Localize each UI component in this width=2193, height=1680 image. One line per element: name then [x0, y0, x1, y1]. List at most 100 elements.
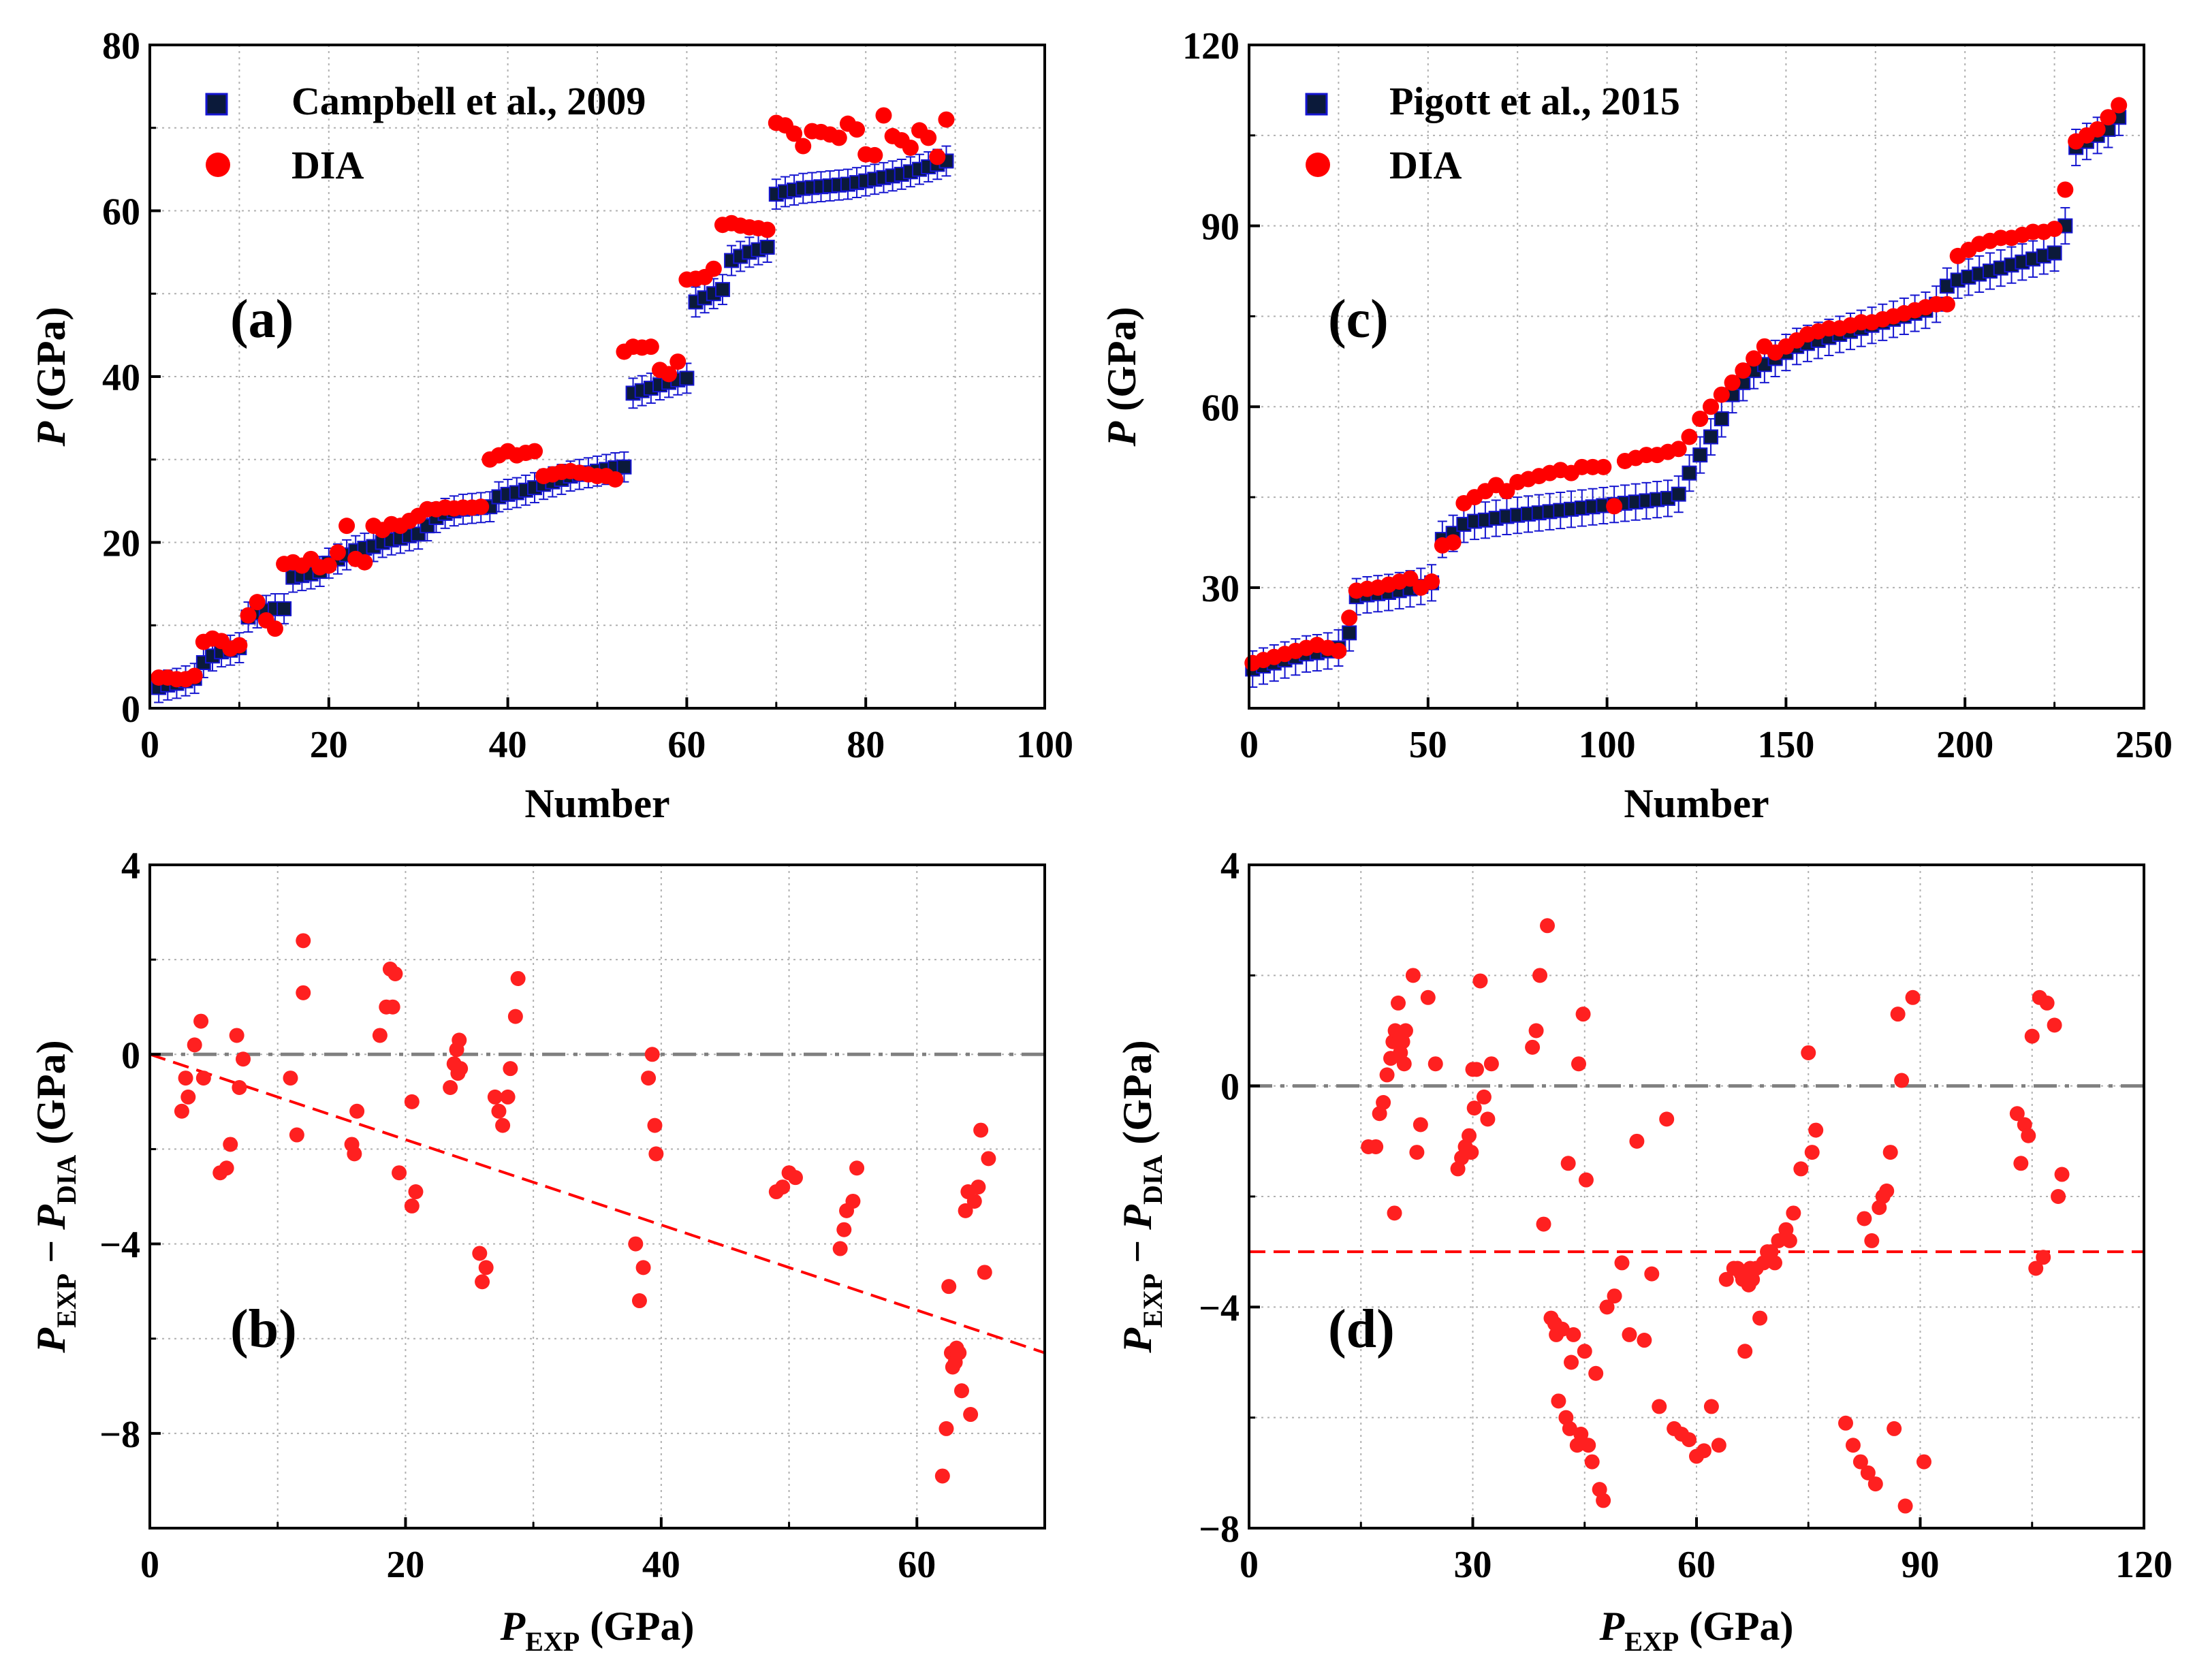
- dia-point: [1681, 428, 1698, 445]
- difference-point: [971, 1179, 986, 1195]
- difference-point: [232, 1079, 247, 1095]
- x-tick-label: 50: [1409, 724, 1447, 766]
- exp-point: [2047, 245, 2062, 261]
- difference-point: [472, 1246, 488, 1261]
- y-tick-label: 4: [121, 845, 140, 887]
- exp-point: [1342, 625, 1357, 641]
- difference-point: [507, 1009, 523, 1024]
- dia-point: [1724, 374, 1741, 391]
- y-tick-label: 30: [1201, 568, 1240, 610]
- dia-point: [1445, 534, 1462, 551]
- difference-point: [966, 1193, 982, 1209]
- difference-point: [1857, 1211, 1872, 1226]
- difference-point: [1782, 1233, 1797, 1248]
- panel-a-chart: 0 20 40 60 80 100 0 20 40 60 80 Campbell et al., 2…: [29, 25, 1073, 826]
- dia-point: [669, 353, 687, 370]
- y-axis-label-b: PEXP − PDIA (GPa): [29, 1040, 82, 1353]
- dia-point: [2111, 97, 2128, 114]
- dia-point: [1498, 483, 1515, 500]
- difference-point: [1468, 1062, 1484, 1077]
- difference-point: [2028, 1261, 2044, 1276]
- difference-point: [963, 1407, 979, 1423]
- difference-point: [388, 966, 403, 982]
- legend-circle-marker: [1306, 153, 1330, 177]
- x-tick-label: 60: [667, 724, 706, 766]
- difference-point: [1622, 1327, 1637, 1342]
- difference-point: [628, 1236, 644, 1252]
- dia-point: [849, 121, 866, 138]
- difference-point: [1575, 1007, 1591, 1022]
- panel-b-ticks: 0 20 40 60 −8 −4 0 4: [99, 845, 936, 1586]
- dia-point: [920, 129, 937, 146]
- difference-point: [951, 1345, 967, 1361]
- difference-point: [1532, 968, 1548, 983]
- dia-point: [1402, 570, 1419, 587]
- difference-point: [1801, 1045, 1816, 1060]
- difference-point: [1398, 1023, 1413, 1039]
- difference-point: [1549, 1327, 1564, 1342]
- difference-point: [973, 1122, 989, 1138]
- difference-point: [2051, 1189, 2066, 1204]
- difference-point: [452, 1032, 467, 1048]
- dia-point: [875, 107, 892, 124]
- difference-point: [1379, 1067, 1395, 1083]
- y-tick-label: −8: [1199, 1508, 1240, 1551]
- difference-point: [178, 1071, 193, 1086]
- difference-point: [236, 1051, 251, 1067]
- dia-point: [1692, 410, 1709, 427]
- difference-point: [832, 1241, 848, 1256]
- dia-point: [473, 498, 490, 516]
- panel-a-legend: Campbell et al., 2009 DIA: [205, 79, 646, 187]
- y-axis-label-d: PEXP − PDIA (GPa): [1115, 1040, 1168, 1353]
- difference-point: [641, 1071, 657, 1086]
- difference-point: [1682, 1432, 1697, 1448]
- difference-point: [229, 1028, 244, 1043]
- dia-point: [759, 221, 776, 238]
- panel-label-b: (b): [230, 1299, 297, 1359]
- y-tick-label: 40: [102, 357, 140, 399]
- x-tick-label: 0: [140, 1544, 159, 1586]
- difference-point: [347, 1146, 362, 1162]
- dia-point: [526, 443, 543, 460]
- difference-point: [408, 1184, 424, 1200]
- difference-point: [349, 1103, 365, 1119]
- difference-point: [500, 1089, 516, 1105]
- difference-point: [2036, 1250, 2051, 1265]
- difference-point: [2054, 1167, 2070, 1182]
- difference-point: [174, 1103, 189, 1119]
- difference-point: [1905, 989, 1921, 1005]
- difference-point: [2047, 1017, 2062, 1033]
- x-tick-label: 250: [2115, 724, 2173, 766]
- y-tick-label: 0: [1220, 1066, 1240, 1109]
- panel-c-grid: [1249, 45, 2144, 708]
- difference-point: [1387, 1205, 1402, 1221]
- difference-point: [1742, 1261, 1758, 1276]
- difference-point: [1396, 1056, 1412, 1072]
- dia-point: [356, 554, 373, 571]
- dia-point: [2089, 121, 2106, 138]
- difference-point: [1528, 1023, 1544, 1039]
- difference-point: [289, 1127, 304, 1143]
- difference-point: [1771, 1233, 1786, 1248]
- dia-point: [929, 148, 946, 165]
- panel-d-grid: [1249, 865, 2144, 1528]
- dia-point: [1670, 441, 1687, 458]
- panel-d-marks: [1249, 918, 2144, 1514]
- dia-point: [1735, 362, 1752, 379]
- x-tick-label: 100: [1579, 724, 1636, 766]
- difference-point: [1387, 1023, 1403, 1039]
- difference-point: [404, 1094, 420, 1109]
- difference-point: [1867, 1476, 1883, 1492]
- x-tick-label: 0: [140, 724, 159, 766]
- difference-point: [1786, 1205, 1801, 1221]
- y-tick-label: −4: [1199, 1287, 1240, 1329]
- difference-point: [1472, 973, 1488, 989]
- difference-point: [1464, 1145, 1479, 1160]
- dia-point: [266, 620, 283, 637]
- difference-point: [1536, 1216, 1551, 1232]
- legend-label-dia: DIA: [1389, 143, 1462, 187]
- difference-point: [1737, 1344, 1753, 1359]
- difference-point: [1614, 1255, 1630, 1271]
- exp-point: [1682, 465, 1697, 481]
- dia-point: [1595, 458, 1612, 475]
